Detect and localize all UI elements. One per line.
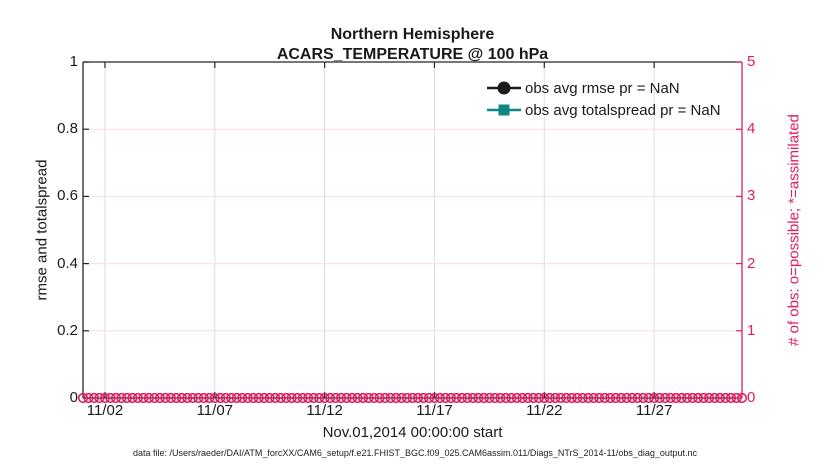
legend-item-totalspread: obs avg totalspread pr = NaN bbox=[486, 99, 721, 121]
left-y-tick-label: 0.4 bbox=[57, 254, 78, 272]
x-tick-label: 11/07 bbox=[196, 402, 234, 419]
legend: obs avg rmse pr = NaN obs avg totalsprea… bbox=[486, 77, 721, 121]
legend-label-totalspread: obs avg totalspread pr = NaN bbox=[525, 101, 721, 119]
data-file-caption: data file: /Users/raeder/DAI/ATM_forcXX/… bbox=[133, 448, 697, 458]
left-y-tick-label: 0.6 bbox=[57, 187, 78, 205]
legend-label-rmse: obs avg rmse pr = NaN bbox=[525, 79, 680, 97]
left-y-tick-label: 0 bbox=[69, 389, 78, 406]
totalspread-line-square-marker-icon bbox=[487, 104, 521, 116]
right-y-tick-label: 1 bbox=[747, 321, 756, 339]
right-y-tick-label: 4 bbox=[747, 120, 756, 138]
x-tick-label: 11/12 bbox=[306, 402, 343, 419]
right-y-tick-label: 0 bbox=[747, 389, 756, 406]
left-y-tick-label: 0.2 bbox=[57, 321, 78, 339]
chart-subtitle: ACARS_TEMPERATURE @ 100 hPa bbox=[276, 46, 549, 63]
x-tick-label: 11/22 bbox=[526, 402, 563, 419]
x-tick-label: 11/17 bbox=[416, 402, 453, 419]
rmse-line-circle-marker-icon bbox=[487, 81, 521, 95]
right-y-tick-label: 2 bbox=[747, 254, 756, 272]
x-axis-label: Nov.01,2014 00:00:00 start bbox=[322, 424, 503, 441]
legend-item-rmse: obs avg rmse pr = NaN bbox=[486, 77, 721, 99]
left-y-tick-label: 0.8 bbox=[57, 120, 78, 138]
chart-title: Northern Hemisphere bbox=[330, 26, 495, 43]
x-tick-label: 11/27 bbox=[635, 402, 673, 419]
x-tick-label: 11/02 bbox=[86, 402, 124, 419]
right-y-tick-label: 5 bbox=[747, 53, 756, 70]
right-y-tick-label: 3 bbox=[747, 187, 756, 205]
left-y-tick-label: 1 bbox=[69, 53, 78, 70]
